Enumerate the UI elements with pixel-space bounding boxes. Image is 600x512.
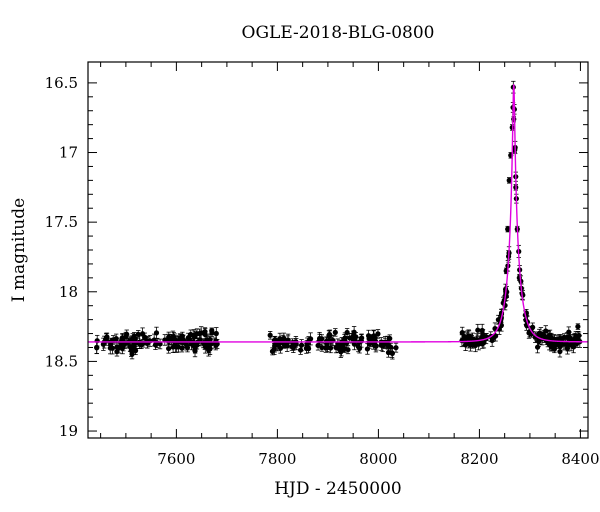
data-point — [167, 336, 173, 342]
data-point — [341, 346, 348, 352]
data-point — [127, 338, 133, 344]
data-point — [142, 334, 148, 340]
data-point — [351, 329, 357, 335]
data-point — [94, 345, 100, 351]
data-point — [389, 350, 395, 356]
data-point — [137, 341, 143, 348]
data-point — [305, 346, 312, 352]
y-tick-label: 16.5 — [45, 74, 78, 92]
data-point — [479, 327, 485, 334]
data-point — [196, 330, 203, 337]
data-point — [368, 336, 374, 342]
data-point — [472, 342, 479, 349]
data-point — [113, 335, 119, 342]
plot-frame — [87, 61, 589, 439]
data-point — [202, 328, 208, 335]
data-point — [576, 332, 582, 339]
data-point — [166, 345, 172, 352]
data-point — [328, 338, 334, 344]
y-tick-label: 19 — [59, 422, 78, 440]
outlier-data-point — [575, 323, 581, 330]
y-tick-label: 17 — [59, 144, 78, 162]
data-point — [152, 342, 159, 348]
data-point — [206, 347, 212, 353]
data-point — [481, 340, 487, 346]
data-point — [543, 328, 549, 334]
data-point — [153, 330, 160, 336]
data-point — [341, 336, 348, 343]
data-point — [277, 335, 283, 342]
y-axis-label: I magnitude — [9, 198, 29, 302]
data-point — [202, 344, 208, 350]
data-point — [355, 344, 361, 350]
data-point — [114, 344, 120, 350]
peak-data-point — [505, 226, 511, 232]
data-point — [324, 344, 331, 351]
data-point — [177, 336, 183, 342]
model-curve — [88, 84, 588, 343]
data-point — [530, 324, 536, 330]
peak-data-point — [506, 177, 512, 183]
data-point — [157, 341, 163, 347]
data-point — [316, 335, 323, 342]
x-tick-label: 8000 — [359, 450, 397, 468]
data-point — [372, 338, 378, 344]
data-point — [171, 338, 177, 344]
data-point — [561, 334, 567, 340]
data-point — [466, 333, 472, 339]
data-point — [468, 342, 474, 348]
data-point — [271, 346, 277, 352]
outlier-data-point — [209, 328, 215, 334]
data-point — [387, 335, 393, 342]
x-tick-label: 8200 — [460, 450, 498, 468]
data-point — [281, 341, 287, 347]
data-point — [213, 330, 219, 337]
data-point — [147, 338, 153, 344]
y-tick-label: 18 — [59, 283, 78, 301]
data-point — [373, 343, 379, 349]
data-point — [183, 342, 190, 348]
data-point — [319, 344, 325, 351]
data-point — [109, 345, 116, 351]
data-point — [272, 337, 278, 343]
data-point — [349, 335, 355, 341]
data-point — [170, 344, 176, 350]
data-point — [290, 343, 296, 349]
x-tick-label: 8400 — [561, 450, 599, 468]
data-point — [358, 338, 364, 344]
data-point — [566, 334, 573, 340]
chart-title: OGLE-2018-BLG-0800 — [242, 23, 435, 43]
data-point — [298, 342, 305, 348]
data-point — [192, 348, 198, 354]
data-point — [267, 332, 273, 338]
plot-area: 7600 7800 8000 8200 8400 16.5 17 17.5 18 18.5 19 — [45, 62, 600, 468]
y-tick-label: 18.5 — [45, 352, 78, 370]
x-tick-label: 7600 — [157, 450, 195, 468]
data-point — [557, 343, 563, 349]
data-point — [480, 331, 486, 338]
data-point — [338, 349, 344, 355]
data-point — [475, 327, 481, 333]
data-point — [332, 329, 338, 336]
x-axis-label: HJD - 2450000 — [274, 479, 402, 499]
data-point — [545, 340, 551, 346]
data-point — [462, 342, 469, 348]
data-point — [103, 335, 110, 341]
data-point — [551, 346, 557, 352]
data-point — [120, 343, 126, 349]
y-tick-label: 17.5 — [45, 213, 78, 231]
data-point — [298, 347, 304, 353]
x-tick-label: 7800 — [258, 450, 296, 468]
data-point — [185, 335, 191, 341]
data-point — [393, 345, 399, 351]
peak-data-point — [511, 116, 517, 122]
data-point — [364, 346, 371, 352]
data-point — [534, 344, 541, 350]
